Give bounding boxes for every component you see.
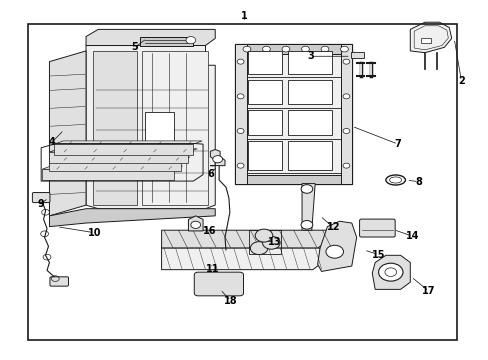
Text: 3: 3	[306, 51, 313, 61]
Circle shape	[301, 46, 309, 52]
Polygon shape	[49, 209, 215, 226]
Polygon shape	[161, 248, 320, 270]
Circle shape	[342, 59, 349, 64]
Polygon shape	[161, 230, 327, 248]
Bar	[234, 44, 351, 54]
Bar	[248, 141, 281, 170]
Polygon shape	[49, 152, 188, 163]
Text: 8: 8	[415, 177, 422, 187]
Text: 1: 1	[241, 11, 247, 21]
Circle shape	[342, 163, 349, 168]
Polygon shape	[42, 166, 182, 169]
Circle shape	[237, 94, 244, 99]
Circle shape	[342, 129, 349, 134]
Circle shape	[262, 46, 270, 52]
Circle shape	[301, 185, 312, 193]
Circle shape	[282, 46, 289, 52]
Polygon shape	[49, 157, 189, 160]
Circle shape	[190, 221, 200, 228]
Text: 18: 18	[224, 296, 237, 306]
Bar	[288, 80, 331, 104]
Bar	[27, 24, 456, 339]
Circle shape	[342, 94, 349, 99]
Polygon shape	[317, 221, 356, 271]
Text: 15: 15	[371, 249, 385, 260]
Bar	[420, 38, 430, 42]
Polygon shape	[54, 144, 193, 155]
Polygon shape	[49, 149, 197, 152]
Bar	[248, 51, 281, 74]
Text: 12: 12	[326, 222, 339, 232]
Polygon shape	[409, 22, 451, 53]
Polygon shape	[234, 44, 351, 184]
Text: 2: 2	[457, 76, 464, 86]
Polygon shape	[210, 149, 224, 166]
Text: 7: 7	[394, 139, 401, 149]
Circle shape	[237, 129, 244, 134]
Circle shape	[321, 46, 328, 52]
Text: 4: 4	[48, 138, 55, 147]
Circle shape	[340, 46, 347, 52]
Circle shape	[185, 37, 195, 44]
Text: 6: 6	[206, 168, 213, 179]
Text: 10: 10	[87, 228, 101, 238]
Bar	[288, 141, 331, 170]
FancyBboxPatch shape	[359, 219, 394, 237]
Circle shape	[378, 263, 402, 281]
Polygon shape	[86, 45, 215, 209]
Polygon shape	[54, 141, 202, 144]
Polygon shape	[140, 37, 193, 45]
Circle shape	[301, 221, 312, 229]
Polygon shape	[188, 216, 203, 231]
Text: 14: 14	[405, 231, 419, 241]
Circle shape	[325, 245, 343, 258]
Text: 11: 11	[205, 264, 219, 274]
Text: 16: 16	[202, 226, 216, 236]
Polygon shape	[49, 51, 86, 216]
Text: 13: 13	[267, 237, 281, 247]
Polygon shape	[142, 51, 207, 205]
Bar	[248, 110, 281, 135]
Bar	[234, 175, 351, 184]
Bar	[234, 44, 246, 184]
Circle shape	[250, 242, 267, 255]
Polygon shape	[86, 30, 215, 45]
Circle shape	[237, 59, 244, 64]
Polygon shape	[42, 169, 173, 180]
FancyBboxPatch shape	[194, 272, 243, 296]
Bar	[340, 44, 351, 184]
Circle shape	[243, 46, 250, 52]
Circle shape	[237, 163, 244, 168]
Bar	[288, 110, 331, 135]
Bar	[350, 51, 364, 58]
Polygon shape	[302, 184, 315, 230]
Circle shape	[212, 156, 222, 163]
Bar	[288, 51, 331, 74]
FancyBboxPatch shape	[144, 112, 173, 140]
Circle shape	[255, 229, 272, 242]
Text: 5: 5	[131, 42, 138, 52]
FancyBboxPatch shape	[50, 277, 68, 286]
Polygon shape	[49, 160, 181, 171]
Polygon shape	[93, 51, 137, 205]
Bar	[248, 80, 281, 104]
Text: 9: 9	[37, 199, 44, 209]
Circle shape	[262, 236, 280, 249]
Text: 17: 17	[421, 286, 435, 296]
FancyBboxPatch shape	[32, 193, 50, 203]
Polygon shape	[371, 255, 409, 289]
